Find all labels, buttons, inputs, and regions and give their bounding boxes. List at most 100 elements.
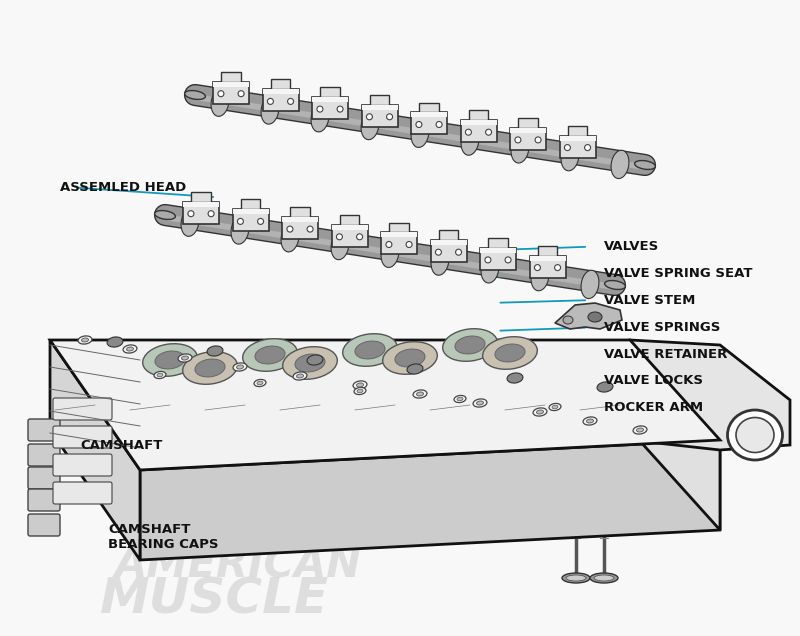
FancyBboxPatch shape [241, 200, 260, 209]
Text: ASSEMLED HEAD: ASSEMLED HEAD [60, 181, 186, 194]
Ellipse shape [237, 365, 243, 369]
FancyBboxPatch shape [469, 110, 488, 120]
FancyBboxPatch shape [419, 102, 439, 113]
FancyBboxPatch shape [183, 202, 219, 224]
FancyBboxPatch shape [370, 95, 390, 105]
Polygon shape [312, 97, 348, 102]
Ellipse shape [571, 370, 609, 386]
Ellipse shape [254, 380, 266, 387]
Polygon shape [511, 135, 529, 163]
Ellipse shape [455, 336, 485, 354]
Ellipse shape [586, 376, 594, 380]
FancyBboxPatch shape [53, 426, 112, 448]
Ellipse shape [357, 389, 363, 393]
Ellipse shape [590, 573, 618, 583]
Ellipse shape [188, 211, 194, 217]
Ellipse shape [416, 121, 422, 127]
Ellipse shape [295, 354, 325, 372]
FancyBboxPatch shape [389, 223, 409, 232]
Ellipse shape [634, 160, 655, 169]
Ellipse shape [549, 403, 561, 411]
Ellipse shape [293, 372, 307, 380]
Ellipse shape [195, 359, 225, 377]
Polygon shape [261, 96, 279, 124]
Ellipse shape [317, 106, 323, 112]
Ellipse shape [157, 373, 163, 377]
FancyBboxPatch shape [538, 245, 558, 256]
FancyBboxPatch shape [233, 209, 269, 232]
Ellipse shape [486, 129, 491, 135]
Polygon shape [361, 111, 379, 140]
Ellipse shape [436, 121, 442, 127]
Polygon shape [281, 224, 299, 252]
Polygon shape [431, 247, 449, 275]
Ellipse shape [455, 249, 462, 255]
FancyBboxPatch shape [438, 230, 458, 240]
Ellipse shape [307, 355, 323, 365]
Ellipse shape [406, 242, 412, 247]
Ellipse shape [581, 374, 599, 382]
FancyBboxPatch shape [568, 125, 587, 135]
Polygon shape [362, 105, 398, 109]
Ellipse shape [585, 144, 590, 151]
Ellipse shape [282, 347, 338, 379]
Polygon shape [630, 340, 790, 450]
Ellipse shape [535, 137, 541, 143]
Ellipse shape [417, 392, 423, 396]
Polygon shape [481, 254, 499, 283]
FancyBboxPatch shape [362, 105, 398, 127]
Ellipse shape [287, 99, 294, 104]
Ellipse shape [382, 342, 438, 375]
Text: MUSCLE: MUSCLE [100, 576, 329, 624]
Ellipse shape [218, 91, 224, 97]
FancyBboxPatch shape [430, 240, 466, 262]
Ellipse shape [573, 452, 607, 462]
Ellipse shape [585, 498, 595, 502]
Ellipse shape [337, 106, 343, 112]
Polygon shape [430, 240, 466, 245]
Text: VALVE SPRING SEAT: VALVE SPRING SEAT [604, 267, 753, 280]
Polygon shape [480, 248, 516, 252]
FancyBboxPatch shape [282, 217, 318, 239]
Text: VALVE LOCKS: VALVE LOCKS [604, 374, 703, 387]
Polygon shape [561, 142, 579, 171]
Ellipse shape [495, 344, 525, 362]
FancyBboxPatch shape [559, 135, 595, 158]
Ellipse shape [466, 129, 471, 135]
Ellipse shape [126, 347, 134, 351]
Ellipse shape [154, 371, 166, 378]
Ellipse shape [238, 218, 243, 225]
Ellipse shape [477, 401, 483, 405]
Ellipse shape [566, 575, 586, 581]
FancyBboxPatch shape [312, 97, 348, 119]
Ellipse shape [583, 417, 597, 425]
Polygon shape [140, 440, 720, 560]
Ellipse shape [297, 374, 303, 378]
Polygon shape [331, 232, 349, 259]
Ellipse shape [257, 381, 263, 385]
Polygon shape [381, 232, 417, 237]
Ellipse shape [637, 428, 643, 432]
Text: VALVE RETAINER: VALVE RETAINER [604, 349, 727, 361]
Polygon shape [183, 202, 219, 207]
Polygon shape [181, 208, 199, 237]
FancyBboxPatch shape [28, 489, 60, 511]
Ellipse shape [355, 341, 385, 359]
FancyBboxPatch shape [53, 398, 112, 420]
Ellipse shape [413, 390, 427, 398]
Polygon shape [233, 209, 269, 214]
Ellipse shape [554, 265, 561, 270]
Ellipse shape [337, 234, 342, 240]
Polygon shape [50, 340, 140, 560]
Ellipse shape [594, 575, 614, 581]
Polygon shape [411, 119, 429, 148]
Bar [582, 467, 598, 483]
Ellipse shape [154, 211, 175, 219]
FancyBboxPatch shape [53, 454, 112, 476]
Ellipse shape [307, 226, 313, 232]
FancyBboxPatch shape [28, 419, 60, 441]
Ellipse shape [123, 345, 137, 353]
Ellipse shape [578, 345, 589, 359]
Ellipse shape [457, 398, 463, 401]
FancyBboxPatch shape [488, 238, 508, 248]
